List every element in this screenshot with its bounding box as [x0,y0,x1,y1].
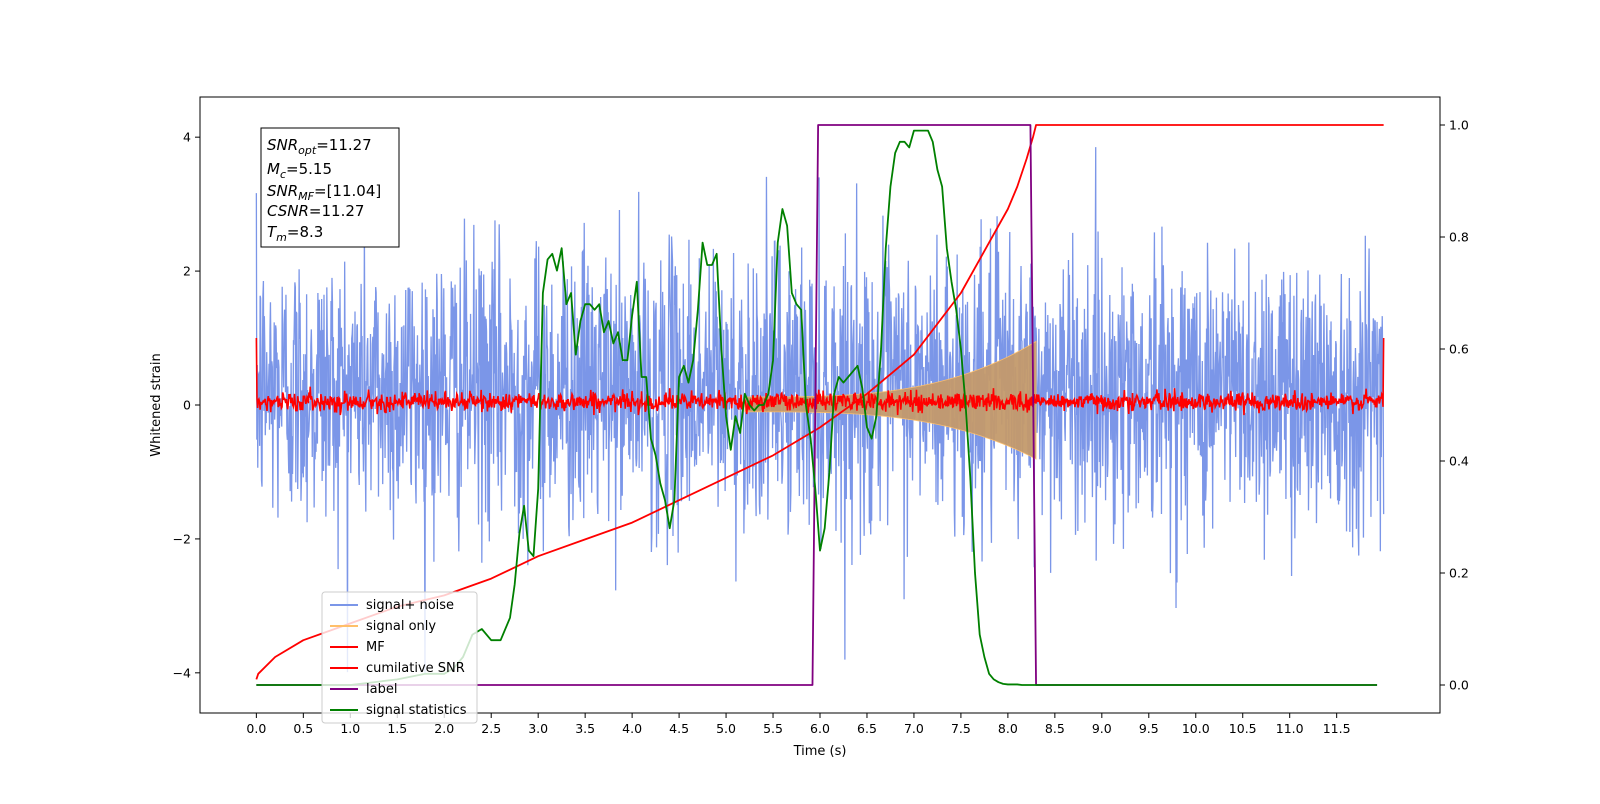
info-line-snr-opt: SNRopt=11.27 [267,136,372,157]
y2-tick-label: 0.4 [1449,454,1469,469]
legend-label-cumulative-snr: cumilative SNR [366,661,465,676]
x-tick-label: 7.0 [904,721,924,736]
x-tick-label: 9.5 [1139,721,1159,736]
x-tick-label: 2.0 [434,721,454,736]
x-tick-label: 10.5 [1229,721,1257,736]
y-tick-label: 2 [183,264,191,279]
x-tick-label: 2.5 [481,721,501,736]
y2-tick-label: 0.8 [1449,230,1469,245]
series-mf [255,338,1385,416]
x-tick-label: 6.5 [857,721,877,736]
legend-label-signal-noise: signal+ noise [366,598,454,613]
x-tick-label: 10.0 [1182,721,1210,736]
x-tick-label: 7.5 [951,721,971,736]
x-axis-label: Time (s) [793,744,847,759]
y2-tick-label: 0.6 [1449,342,1469,357]
info-line-csnr: CSNR=11.27 [267,202,364,220]
y-tick-label: 4 [183,130,191,145]
legend-label-label: label [366,682,397,697]
x-tick-label: 6.0 [810,721,830,736]
x-tick-label: 11.0 [1276,721,1304,736]
x-tick-label: 11.5 [1323,721,1351,736]
y2-tick-label: 0.2 [1449,566,1469,581]
x-tick-label: 0.0 [246,721,266,736]
x-tick-label: 5.0 [716,721,736,736]
mf-line [255,338,1385,416]
info-line-tm: Tm=8.3 [267,223,323,244]
x-tick-label: 3.5 [575,721,595,736]
y2-tick-label: 1.0 [1449,118,1469,133]
y-axis-ticks: −4 −2 0 2 4 [173,130,200,680]
info-line-mc: Mc=5.15 [267,160,332,181]
y2-axis-ticks: 0.0 0.2 0.4 0.6 0.8 1.0 [1440,118,1469,693]
info-box-frame [260,127,400,248]
y2-tick-label: 0.0 [1449,678,1469,693]
y-tick-label: −2 [173,531,191,546]
info-line-snr-mf: SNRMF=[11.04] [267,182,381,203]
y-tick-label: 0 [183,398,191,413]
legend-frame [321,591,478,724]
x-tick-label: 0.5 [293,721,313,736]
signal-statistics-line [256,129,1378,686]
x-tick-label: 8.0 [998,721,1018,736]
legend-label-mf: MF [366,640,385,655]
x-tick-label: 8.5 [1045,721,1065,736]
legend-label-signal-only: signal only [366,619,436,634]
x-axis-ticks: 0.0 0.5 1.0 1.5 2.0 2.5 3.0 3.5 4.0 4.5 5.0 5.5 6.0 6… [246,713,1351,736]
x-tick-label: 9.0 [1092,721,1112,736]
x-tick-label: 1.0 [340,721,360,736]
legend-label-signal-statistics: signal statistics [366,703,467,718]
info-box: SNRopt=11.27 Mc=5.15 SNRMF=[11.04] CSNR=… [260,127,400,248]
plot-area [255,124,1385,686]
x-tick-label: 4.0 [622,721,642,736]
x-tick-label: 3.0 [528,721,548,736]
x-tick-label: 5.5 [763,721,783,736]
x-tick-label: 4.5 [669,721,689,736]
y-tick-label: −4 [173,665,191,680]
y-axis-label: Whitened strain [149,353,164,456]
x-tick-label: 1.5 [387,721,407,736]
legend: signal+ noise signal only MF cumilative … [321,591,478,724]
